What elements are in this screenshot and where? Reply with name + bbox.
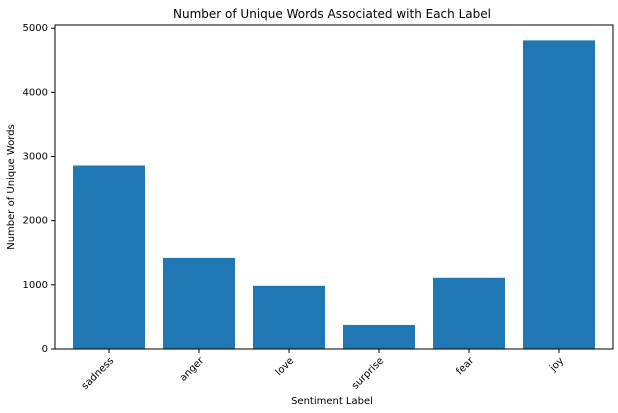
bar-sadness bbox=[73, 165, 145, 349]
x-axis: sadness anger love surprise fear joy bbox=[80, 349, 566, 392]
y-tick-label-2000: 2000 bbox=[23, 216, 48, 227]
y-axis-title: Number of Unique Words bbox=[6, 124, 17, 250]
plot-frame bbox=[54, 24, 614, 350]
bar-surprise bbox=[343, 324, 415, 349]
bar-love bbox=[253, 285, 325, 349]
x-tick-label-surprise: surprise bbox=[350, 355, 386, 391]
chart-title: Number of Unique Words Associated with E… bbox=[173, 7, 491, 21]
x-tick-label-anger: anger bbox=[178, 355, 207, 384]
x-tick-label-fear: fear bbox=[454, 355, 476, 377]
y-tick-label-5000: 5000 bbox=[23, 23, 48, 34]
bar-anger bbox=[163, 257, 235, 349]
bar-fear bbox=[433, 277, 505, 349]
y-axis: 0 1000 2000 3000 4000 5000 bbox=[23, 23, 55, 355]
y-tick-label-4000: 4000 bbox=[23, 87, 48, 98]
y-tick-label-1000: 1000 bbox=[23, 280, 48, 291]
y-tick-label-0: 0 bbox=[42, 344, 48, 355]
x-tick-label-love: love bbox=[274, 355, 297, 378]
x-axis-title: Sentiment Label bbox=[291, 396, 373, 407]
y-tick-label-3000: 3000 bbox=[23, 152, 48, 163]
x-tick-label-joy: joy bbox=[547, 355, 566, 374]
x-tick-label-sadness: sadness bbox=[80, 355, 116, 391]
bar-joy bbox=[523, 40, 595, 350]
plot-area bbox=[73, 40, 595, 350]
